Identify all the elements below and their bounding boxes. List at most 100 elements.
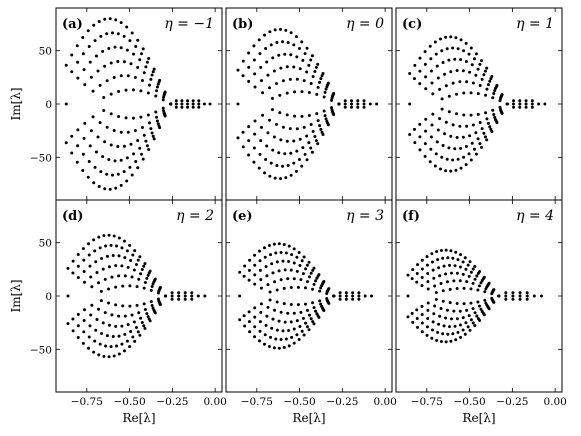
eigenvalue-point — [456, 330, 460, 334]
eigenvalue-point — [418, 82, 422, 86]
eigenvalue-point — [88, 264, 92, 268]
eigenvalue-point — [518, 294, 522, 298]
eigenvalue-point — [258, 52, 262, 56]
eigenvalue-point — [265, 144, 269, 148]
eigenvalue-point — [124, 88, 128, 92]
eigenvalue-point — [300, 259, 304, 263]
eigenvalue-point — [247, 65, 251, 69]
eigenvalue-point — [423, 154, 427, 158]
eigenvalue-point — [282, 302, 286, 306]
eigenvalue-point — [351, 294, 355, 298]
eigenvalue-point — [93, 165, 97, 169]
eigenvalue-point — [103, 140, 107, 144]
eigenvalue-point — [469, 113, 473, 117]
eigenvalue-point — [277, 151, 281, 155]
eigenvalue-point — [155, 85, 159, 89]
eigenvalue-point — [268, 30, 272, 34]
eigenvalue-point — [447, 58, 451, 62]
eigenvalue-point — [295, 77, 299, 81]
eigenvalue-point — [158, 78, 162, 82]
eigenvalue-point — [474, 52, 478, 56]
eigenvalue-point — [313, 135, 317, 139]
eigenvalue-point — [131, 116, 135, 120]
eigenvalue-point — [469, 46, 473, 50]
eigenvalue-point — [317, 315, 321, 319]
eigenvalue-point — [302, 79, 306, 83]
eigenvalue-point — [478, 84, 482, 88]
y-tick-label: 0 — [45, 99, 52, 111]
eigenvalue-point — [305, 280, 309, 284]
eigenvalue-point — [518, 291, 522, 295]
panel-label: (a) — [62, 17, 83, 32]
eigenvalue-point — [492, 288, 496, 292]
eigenvalue-point — [486, 121, 490, 125]
eigenvalue-point — [301, 272, 305, 276]
eigenvalue-point — [293, 114, 297, 118]
panel-label: (d) — [62, 209, 83, 224]
eigenvalue-point — [191, 105, 195, 109]
eigenvalue-point — [453, 147, 457, 151]
eigenvalue-point — [431, 320, 435, 324]
eigenvalue-point — [288, 77, 292, 81]
eigenvalue-point — [103, 17, 107, 21]
eigenvalue-point — [458, 253, 462, 257]
eigenvalue-point — [119, 130, 123, 134]
eigenvalue-point — [119, 158, 123, 162]
eigenvalue-point — [122, 34, 126, 38]
eigenvalue-point — [344, 291, 348, 295]
eigenvalue-point — [119, 74, 123, 78]
eigenvalue-point — [253, 72, 257, 76]
eigenvalue-point — [247, 139, 251, 143]
eigenvalue-point — [288, 127, 292, 131]
eigenvalue-point — [130, 313, 134, 317]
eigenvalue-point — [462, 302, 466, 306]
eigenvalue-point — [274, 337, 278, 341]
eigenvalue-point — [177, 291, 181, 295]
eigenvalue-point — [253, 253, 257, 257]
eigenvalue-point — [75, 160, 79, 164]
eigenvalue-point — [186, 99, 190, 103]
eigenvalue-point — [441, 143, 445, 147]
eigenvalue-point — [263, 171, 267, 175]
eigenvalue-point — [289, 285, 293, 289]
eigenvalue-point — [298, 263, 302, 267]
eigenvalue-point — [426, 287, 430, 291]
eigenvalue-point — [468, 328, 472, 332]
eigenvalue-point — [174, 102, 178, 106]
eigenvalue-point — [315, 92, 319, 96]
eigenvalue-point — [279, 138, 283, 142]
eigenvalue-point — [128, 39, 132, 43]
eigenvalue-point — [152, 67, 156, 71]
x-axis-label: Re[λ] — [122, 411, 155, 425]
eta-label: η = 2 — [176, 208, 214, 224]
eigenvalue-point — [282, 346, 286, 350]
eigenvalue-point — [132, 52, 136, 56]
eigenvalue-point — [83, 83, 87, 87]
eigenvalue-point — [125, 339, 129, 343]
eigenvalue-point — [300, 329, 304, 333]
eigenvalue-point — [447, 94, 451, 98]
eigenvalue-point — [455, 271, 459, 275]
eigenvalue-point — [170, 297, 174, 301]
eigenvalue-point — [316, 142, 320, 146]
axes-frame — [225, 199, 393, 393]
eigenvalue-point — [243, 264, 247, 268]
eigenvalue-point — [298, 67, 302, 71]
eigenvalue-point — [111, 253, 115, 257]
eigenvalue-point — [277, 346, 281, 350]
eigenvalue-point — [148, 319, 152, 323]
eigenvalue-point — [96, 135, 100, 139]
eigenvalue-point — [454, 36, 458, 40]
eigenvalue-point — [177, 297, 181, 301]
eigenvalue-point — [443, 132, 447, 136]
eigenvalue-point — [484, 93, 488, 97]
eigenvalue-point — [420, 321, 424, 325]
eigenvalue-point — [298, 325, 302, 329]
eigenvalue-point — [265, 314, 269, 318]
eigenvalue-point — [532, 294, 536, 298]
eigenvalue-point — [295, 319, 299, 323]
eigenvalue-point — [93, 249, 97, 253]
eigenvalue-point — [257, 38, 261, 42]
eigenvalue-point — [191, 102, 195, 106]
eigenvalue-point — [268, 118, 272, 122]
